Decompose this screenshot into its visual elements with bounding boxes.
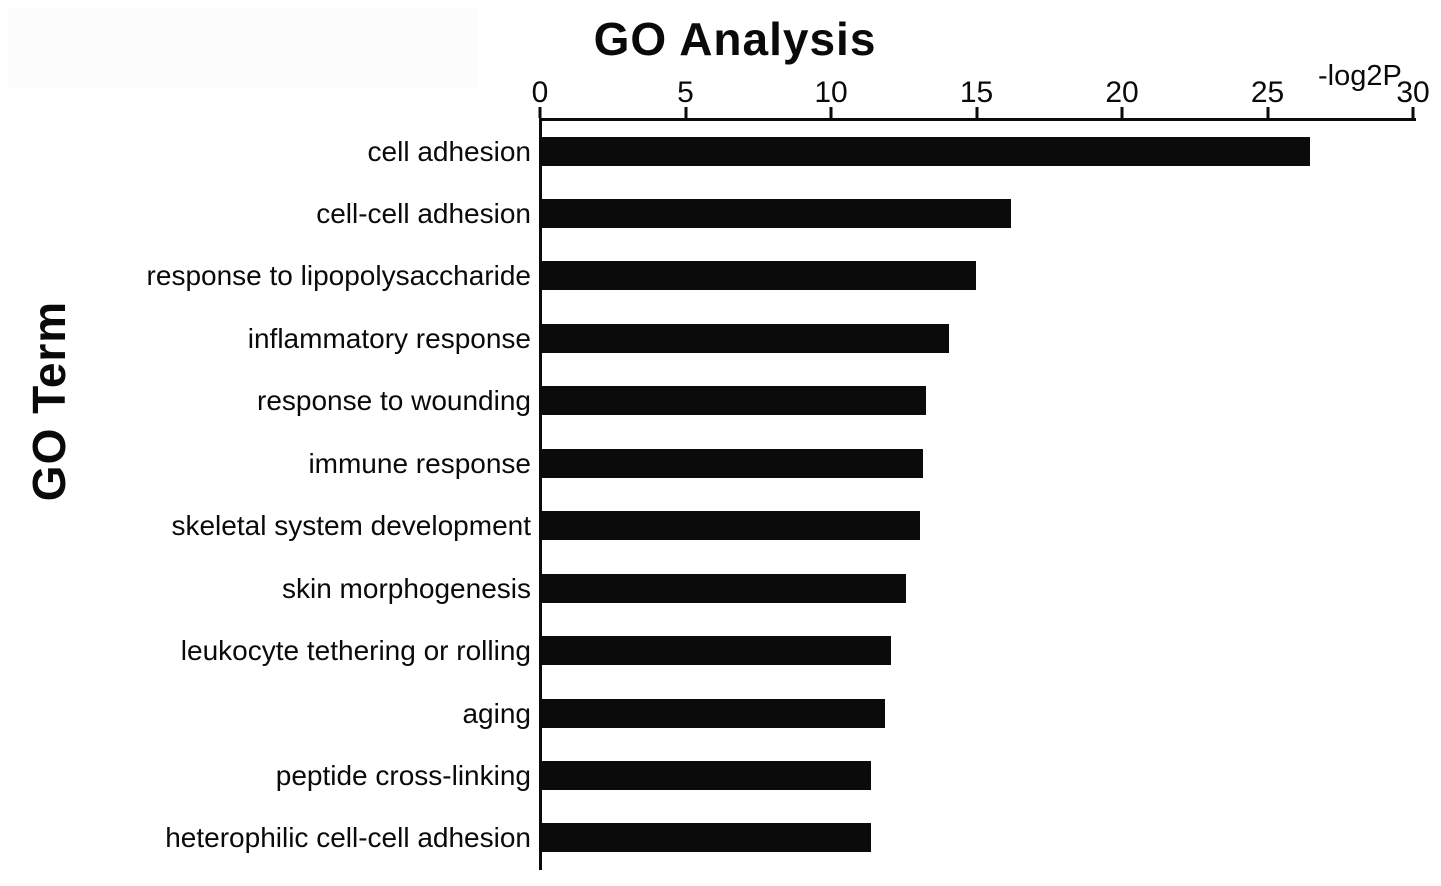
go-term-label: skeletal system development: [171, 510, 531, 542]
go-term-bar: [542, 636, 892, 666]
go-term-label: response to lipopolysaccharide: [146, 260, 531, 292]
go-term-bar: [542, 136, 1311, 166]
x-tick: [829, 107, 833, 118]
go-term-bar: [542, 698, 886, 728]
go-term-bar: [542, 823, 871, 853]
go-term-label: cell adhesion: [367, 135, 531, 167]
go-term-label: cell-cell adhesion: [316, 197, 531, 229]
go-term-label: leukocyte tethering or rolling: [180, 635, 531, 667]
go-term-label: response to wounding: [257, 385, 531, 417]
x-tick-label: 0: [531, 76, 549, 109]
go-term-label: immune response: [308, 447, 531, 479]
go-term-bar: [542, 386, 927, 416]
x-tick: [1411, 107, 1415, 118]
go-term-bar: [542, 261, 976, 291]
x-tick-label: 5: [677, 76, 694, 109]
blank-corner-box: [8, 8, 478, 88]
x-tick-label: 10: [814, 76, 848, 109]
go-term-bar: [542, 511, 921, 541]
go-term-bar: [542, 323, 950, 353]
x-axis-unit-label: -log2P: [1318, 60, 1402, 92]
x-tick: [684, 107, 687, 118]
x-tick: [1120, 107, 1124, 118]
go-term-label: peptide cross-linking: [275, 760, 531, 791]
go-term-label: inflammatory response: [247, 322, 531, 354]
x-tick-label: 20: [1105, 76, 1139, 109]
x-tick: [538, 107, 542, 118]
x-tick-label: 15: [959, 76, 994, 109]
go-term-bar: [542, 761, 871, 790]
y-axis-line: [539, 118, 542, 870]
x-axis-line: [539, 118, 1416, 121]
go-term-bar: [542, 448, 924, 478]
x-tick: [975, 107, 978, 118]
go-term-bar: [542, 573, 906, 603]
x-tick: [1266, 107, 1269, 118]
go-term-label: heterophilic cell-cell adhesion: [165, 822, 531, 854]
x-tick-label: 30: [1396, 76, 1430, 109]
go-term-label: skin morphogenesis: [281, 572, 531, 604]
go-term-label: aging: [462, 697, 531, 729]
x-tick-label: 25: [1250, 76, 1285, 109]
chart-title: GO Analysis: [593, 13, 877, 65]
go-term-bar: [542, 198, 1011, 228]
